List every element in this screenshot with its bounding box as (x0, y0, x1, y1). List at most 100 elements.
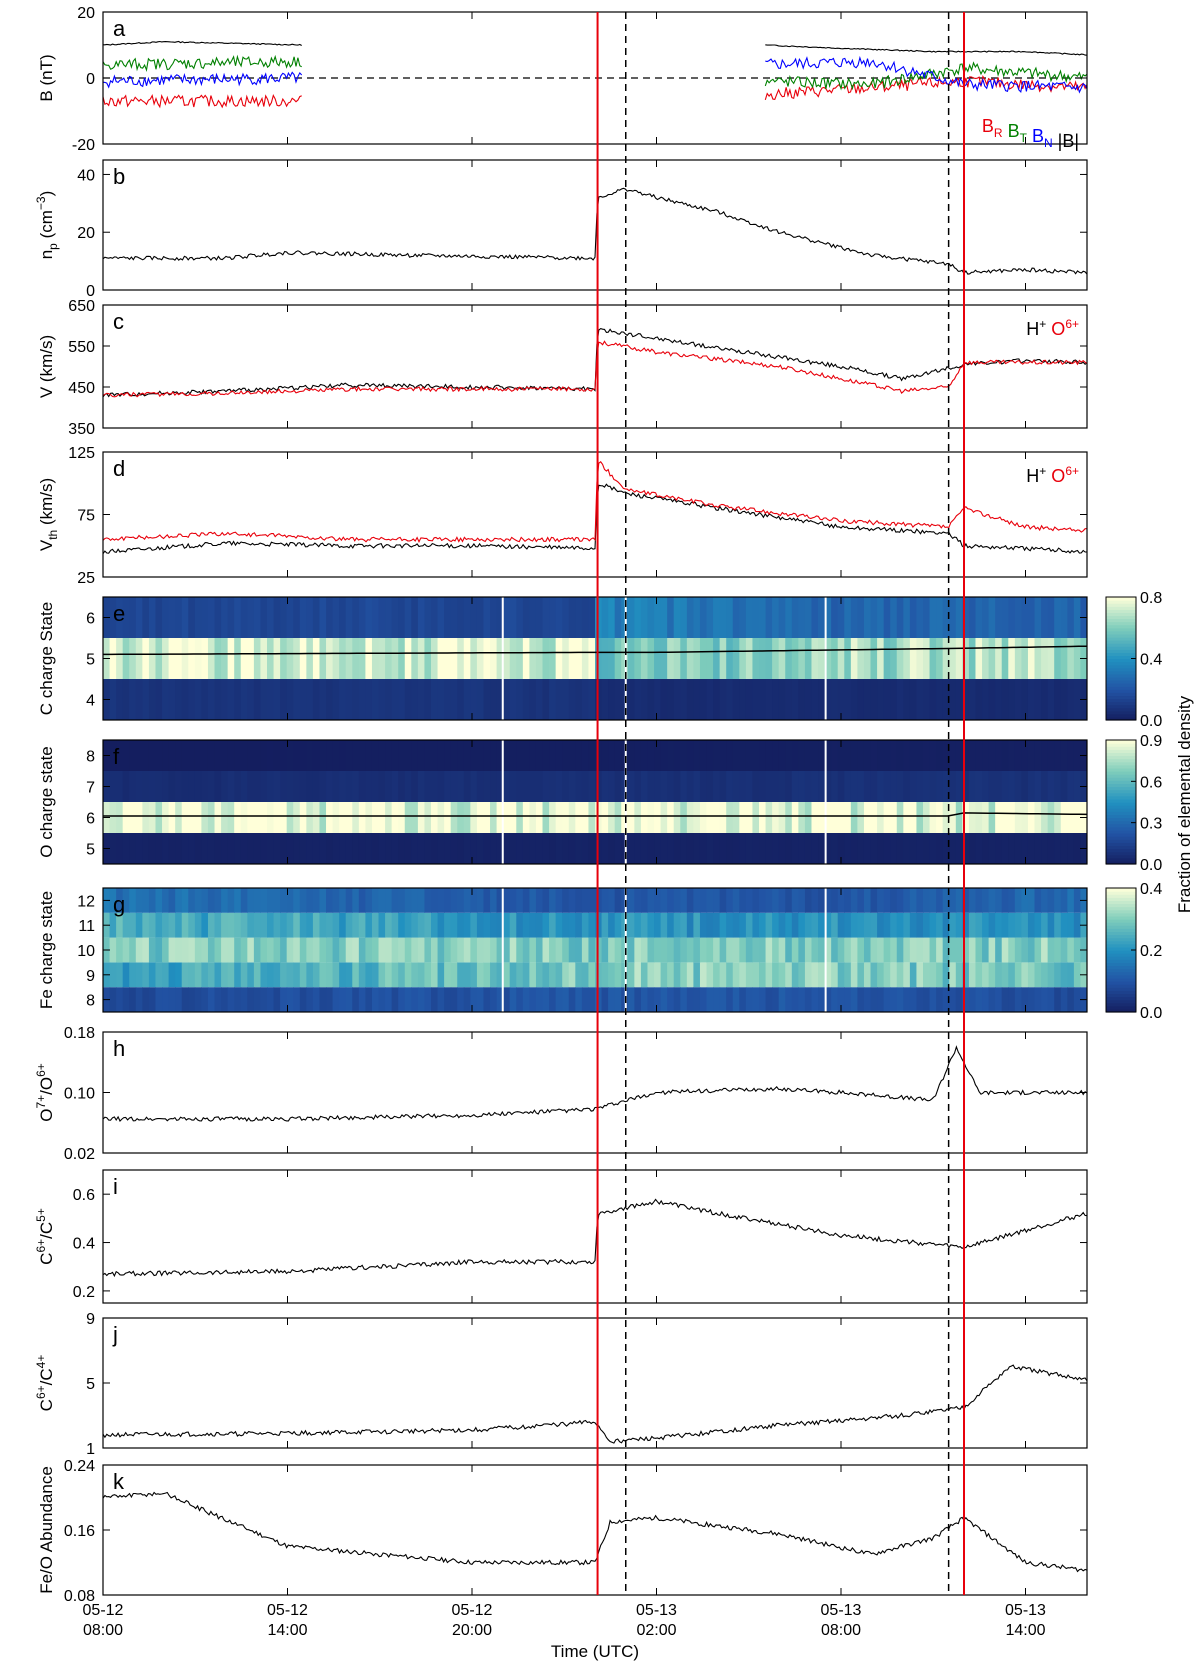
heatmap-cell (463, 638, 471, 679)
heatmap-cell (378, 771, 386, 802)
heatmap-cell (634, 833, 642, 864)
panel-d-frame (102, 451, 1088, 578)
heatmap-cell (667, 771, 675, 802)
heatmap-cell (903, 888, 911, 913)
heatmap-cell (824, 679, 832, 720)
panel-g-plot (103, 888, 1087, 1012)
heatmap-cell (850, 937, 858, 963)
heatmap-cell (739, 802, 747, 833)
panel-k-ylabel: Fe/O Abundance (37, 1466, 56, 1594)
heatmap-cell (627, 771, 635, 802)
heatmap-cell (949, 638, 957, 679)
heatmap-cell (450, 937, 458, 963)
heatmap-cell (968, 888, 977, 913)
heatmap-cell (936, 888, 944, 913)
heatmap-cell (437, 833, 445, 864)
heatmap-cell (739, 740, 747, 771)
heatmap-cell (726, 937, 734, 963)
heatmap-cell (791, 802, 799, 833)
heatmap-cell (595, 888, 603, 913)
heatmap-cell (706, 771, 714, 802)
heatmap-cell (116, 771, 124, 802)
heatmap-cell (240, 679, 248, 720)
heatmap-cell (640, 679, 649, 720)
heatmap-cell (549, 802, 557, 833)
heatmap-cell (207, 962, 216, 988)
heatmap-cell (982, 740, 990, 771)
heatmap-cell (785, 962, 793, 988)
heatmap-cell (352, 962, 360, 988)
heatmap-cell (431, 802, 439, 833)
heatmap-cell (503, 987, 511, 1012)
heatmap-cell (982, 888, 990, 913)
heatmap-cell (306, 937, 314, 963)
heatmap-cell (654, 987, 662, 1012)
heatmap-cell (431, 833, 439, 864)
heatmap-cell (909, 987, 918, 1012)
heatmap-cell (608, 833, 616, 864)
colorbar-step (1106, 943, 1136, 948)
heatmap-cell (339, 679, 347, 720)
colorbar-step (1106, 823, 1136, 828)
colorbar-step (1106, 704, 1136, 709)
heatmap-cell (693, 987, 701, 1012)
heatmap-cell (614, 771, 622, 802)
heatmap-cell (975, 802, 983, 833)
heatmap-cell (286, 638, 294, 679)
heatmap-cell (227, 937, 235, 963)
heatmap-cell (627, 638, 635, 679)
heatmap-cell (175, 638, 183, 679)
heatmap-cell (516, 740, 524, 771)
heatmap-cell (890, 740, 898, 771)
heatmap-cell (476, 679, 485, 720)
colorbar-step (1106, 655, 1136, 660)
panel-k-plot (103, 1491, 1087, 1573)
heatmap-cell (627, 833, 635, 864)
heatmap-cell (759, 987, 767, 1012)
heatmap-cell (496, 987, 504, 1012)
heatmap-cell (785, 912, 793, 938)
heatmap-cell (352, 740, 360, 771)
colorbar-step (1106, 826, 1136, 831)
heatmap-cell (529, 912, 537, 938)
heatmap-cell (483, 912, 491, 938)
colorbar-step (1106, 820, 1136, 825)
heatmap-cell (863, 740, 872, 771)
heatmap-cell (483, 638, 491, 679)
heatmap-cell (535, 987, 544, 1012)
y-tick-label: 12 (77, 893, 95, 910)
heatmap-cell (667, 679, 675, 720)
colorbar-step (1106, 777, 1136, 781)
heatmap-cell (326, 740, 334, 771)
heatmap-cell (339, 802, 347, 833)
heatmap-cell (207, 597, 216, 638)
heatmap-cell (634, 740, 642, 771)
heatmap-cell (1014, 638, 1022, 679)
heatmap-cell (142, 937, 150, 963)
heatmap-cell (962, 937, 970, 963)
heatmap-cell (568, 888, 576, 913)
heatmap-cell (227, 802, 235, 833)
y-tick-label: 25 (77, 570, 95, 587)
heatmap-cell (555, 912, 563, 938)
heatmap-cell (404, 679, 412, 720)
heatmap-cell (542, 987, 550, 1012)
heatmap-cell (457, 597, 465, 638)
heatmap-cell (247, 679, 255, 720)
heatmap-cell (253, 740, 262, 771)
colorbar-step (1106, 661, 1136, 666)
heatmap-cell (470, 740, 478, 771)
heatmap-cell (752, 638, 760, 679)
heatmap-cell (411, 638, 419, 679)
heatmap-cell (995, 937, 1003, 963)
heatmap-cell (745, 962, 754, 988)
heatmap-cell (804, 888, 813, 913)
heatmap-cell (437, 597, 445, 638)
heatmap-cell (194, 771, 202, 802)
heatmap-cell (1001, 679, 1009, 720)
heatmap-cell (109, 833, 117, 864)
heatmap-cell (214, 638, 222, 679)
heatmap-cell (686, 597, 694, 638)
heatmap-cell (509, 833, 517, 864)
heatmap-cell (293, 888, 301, 913)
